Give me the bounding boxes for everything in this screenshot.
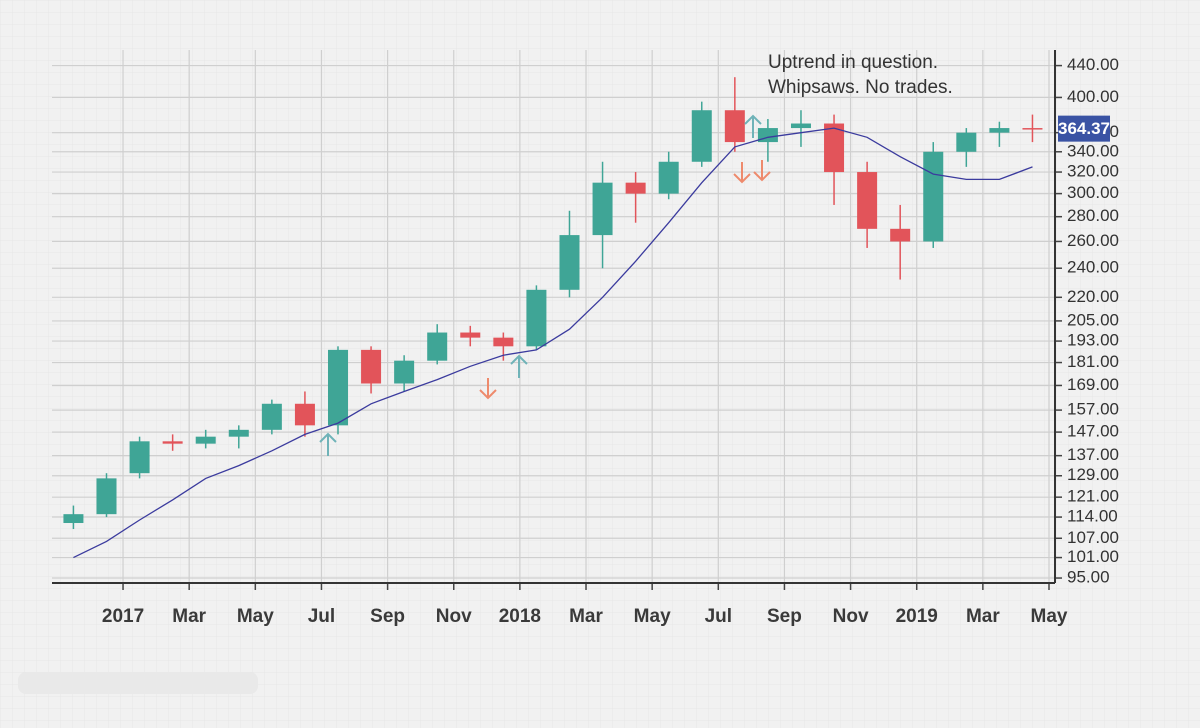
x-tick-label: 2018 <box>499 606 541 627</box>
candle-body <box>592 182 613 236</box>
candle-body <box>526 289 547 347</box>
y-tick-label: 400.00 <box>1067 87 1119 106</box>
candle-body <box>162 441 183 444</box>
x-tick-label: Mar <box>569 606 603 627</box>
x-tick-label: Sep <box>370 606 405 627</box>
down-arrow <box>733 162 751 184</box>
candle-body <box>658 161 679 194</box>
x-tick-label: May <box>634 606 671 627</box>
x-tick-label: Mar <box>966 606 1000 627</box>
y-tick-label: 240.00 <box>1067 258 1119 277</box>
x-tick-label: May <box>237 606 274 627</box>
up-arrow <box>744 114 762 138</box>
y-tick-label: 95.00 <box>1067 568 1110 587</box>
candle-body <box>96 478 117 515</box>
y-tick-label: 147.00 <box>1067 422 1119 441</box>
annotation: Whipsaws. No trades. <box>768 77 953 98</box>
moving-average <box>73 127 1033 559</box>
candle-body <box>327 349 348 426</box>
x-tick-label: Mar <box>172 606 206 627</box>
y-tick-label: 121.00 <box>1067 487 1119 506</box>
candle-body <box>724 110 745 143</box>
candle-body <box>63 514 84 524</box>
x-tick-label: Jul <box>705 606 732 627</box>
y-tick-label: 340.00 <box>1067 141 1119 160</box>
candle-body <box>394 360 415 384</box>
grid <box>52 50 1055 583</box>
y-tick-label: 181.00 <box>1067 352 1119 371</box>
candle-body <box>790 123 811 129</box>
candle-body <box>261 403 282 430</box>
x-tick-label: Sep <box>767 606 802 627</box>
price-tag-label: 364.37 <box>1058 119 1110 138</box>
candle-body <box>956 132 977 152</box>
x-tick-label: 2019 <box>896 606 938 627</box>
y-tick-label: 440.00 <box>1067 55 1119 74</box>
candle-body <box>890 228 911 242</box>
y-tick-label: 193.00 <box>1067 331 1119 350</box>
y-tick-label: 205.00 <box>1067 310 1119 329</box>
candle-body <box>625 182 646 194</box>
x-tick-label: 2017 <box>102 606 144 627</box>
x-tick-label: Nov <box>833 606 869 627</box>
candle-body <box>989 128 1010 133</box>
candle-body <box>195 436 216 444</box>
y-tick-label: 169.00 <box>1067 375 1119 394</box>
marks <box>63 77 1043 559</box>
candle-body <box>559 235 580 290</box>
down-arrow <box>479 378 497 400</box>
up-arrow <box>510 354 528 378</box>
y-tick-label: 220.00 <box>1067 287 1119 306</box>
y-tick-label: 320.00 <box>1067 162 1119 181</box>
y-tick-label: 137.00 <box>1067 445 1119 464</box>
price-tag <box>1058 115 1110 142</box>
candle-body <box>361 349 382 384</box>
y-tick-label: 280.00 <box>1067 206 1119 225</box>
candle-body <box>691 110 712 162</box>
y-tick-label: 129.00 <box>1067 465 1119 484</box>
candle-body <box>294 403 315 426</box>
candle-body <box>857 172 878 229</box>
candle-body <box>427 332 448 361</box>
x-tick-label: Jul <box>308 606 335 627</box>
y-tick-label: 114.00 <box>1067 507 1118 526</box>
y-tick-label: 107.00 <box>1067 528 1119 547</box>
y-tick-label: 300.00 <box>1067 183 1119 202</box>
candle-body <box>129 441 150 474</box>
x-tick-label: Nov <box>436 606 472 627</box>
up-arrow <box>319 432 337 456</box>
y-tick-label: 101.00 <box>1067 547 1119 566</box>
x-tick-label: May <box>1031 606 1068 627</box>
candle-body <box>1022 128 1043 130</box>
candle-body <box>493 337 514 347</box>
y-tick-label: 157.00 <box>1067 400 1119 419</box>
candle-body <box>228 429 249 437</box>
candle-body <box>923 151 944 242</box>
down-arrow <box>753 160 771 182</box>
candle-body <box>460 332 481 338</box>
annotation: Uptrend in question. <box>768 52 938 73</box>
y-tick-label: 260.00 <box>1067 231 1119 250</box>
candle-body <box>824 123 845 173</box>
blur-bar <box>18 672 258 694</box>
signal-arrows <box>319 114 771 456</box>
